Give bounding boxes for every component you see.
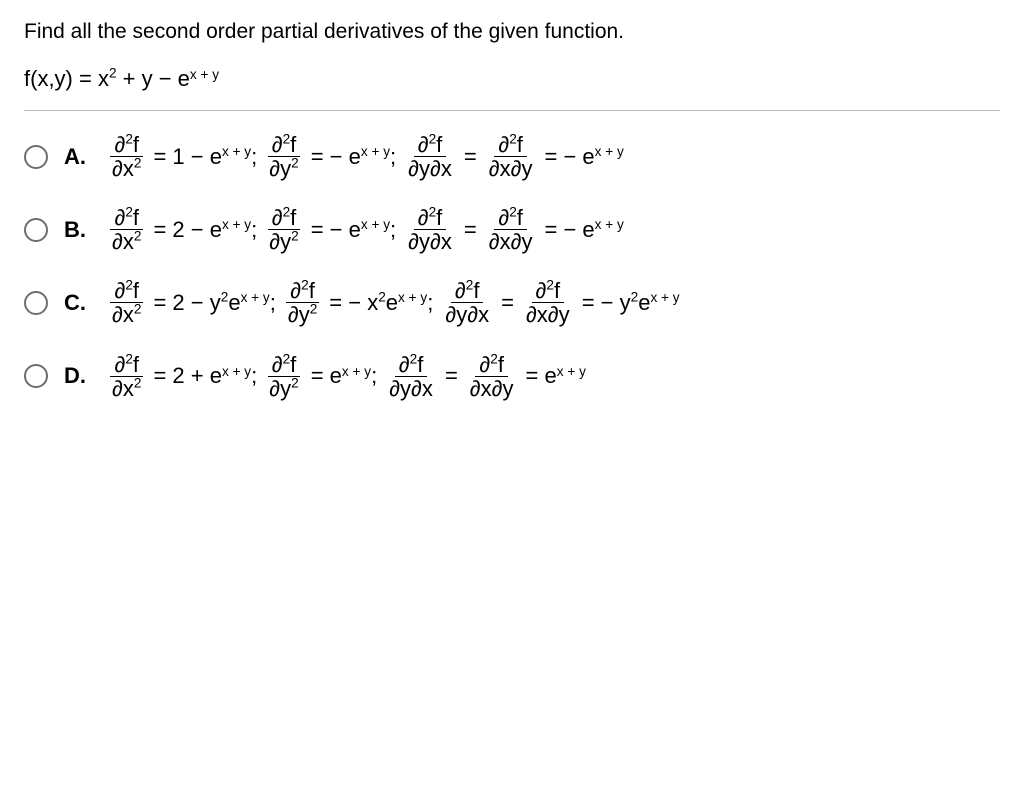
choice-letter: B. — [64, 217, 90, 243]
radio-b[interactable] — [24, 218, 48, 242]
choice-math: ∂2f∂x2= 2 + ex + y;∂2f∂y2= ex + y;∂2f∂y∂… — [106, 353, 592, 400]
choice-letter: D. — [64, 363, 90, 389]
choice-a: A. ∂2f∂x2= 1 − ex + y;∂2f∂y2= − ex + y;∂2… — [24, 133, 1000, 180]
choice-d: D. ∂2f∂x2= 2 + ex + y;∂2f∂y2= ex + y;∂2f∂… — [24, 353, 1000, 400]
separator — [24, 110, 1000, 111]
choice-math: ∂2f∂x2= 2 − ex + y;∂2f∂y2= − ex + y;∂2f∂… — [106, 206, 630, 253]
question-text: Find all the second order partial deriva… — [24, 20, 1000, 44]
radio-c[interactable] — [24, 291, 48, 315]
choice-math: ∂2f∂x2= 2 − y2ex + y;∂2f∂y2= − x2ex + y;… — [106, 279, 686, 326]
given-function: f(x,y) = x2 + y − ex + y — [24, 66, 1000, 92]
answer-choices: A. ∂2f∂x2= 1 − ex + y;∂2f∂y2= − ex + y;∂2… — [24, 133, 1000, 400]
radio-d[interactable] — [24, 364, 48, 388]
choice-letter: A. — [64, 144, 90, 170]
choice-b: B. ∂2f∂x2= 2 − ex + y;∂2f∂y2= − ex + y;∂2… — [24, 206, 1000, 253]
choice-letter: C. — [64, 290, 90, 316]
radio-a[interactable] — [24, 145, 48, 169]
choice-math: ∂2f∂x2= 1 − ex + y;∂2f∂y2= − ex + y;∂2f∂… — [106, 133, 630, 180]
choice-c: C. ∂2f∂x2= 2 − y2ex + y;∂2f∂y2= − x2ex + … — [24, 279, 1000, 326]
